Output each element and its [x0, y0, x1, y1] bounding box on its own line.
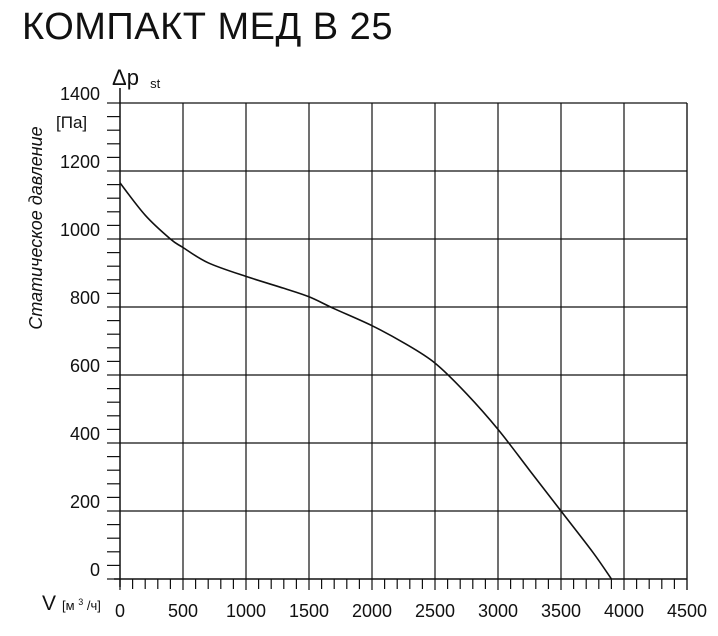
x-tick-label: 1000: [226, 601, 266, 621]
chart-title: КОМПАКТ МЕД В 25: [22, 6, 393, 48]
x-tick-label: 2000: [352, 601, 392, 621]
axes: [114, 88, 688, 590]
x-tick-label: 3000: [478, 601, 518, 621]
y-tick-label: 400: [70, 424, 100, 444]
x-axis-unit-sup: 3: [78, 597, 83, 607]
pressure-curve: [119, 182, 613, 580]
y-axis-symbol-main: Δp: [112, 65, 139, 90]
y-tick-label: 0: [90, 560, 100, 580]
y-axis-symbol-sub: st: [150, 76, 161, 91]
grid: [120, 102, 688, 579]
y-tick-label: 600: [70, 356, 100, 376]
x-tick-label: 1500: [289, 601, 329, 621]
x-axis-unit-post: /ч]: [87, 598, 101, 613]
y-tick-label: 800: [70, 288, 100, 308]
y-tick-label: 1200: [60, 152, 100, 172]
x-axis-unit: [м 3 /ч]: [62, 593, 101, 613]
tick-labels: 0 500 1000 1500 2000 2500 3000 3500 4000 4500 0 200…: [60, 84, 707, 621]
x-axis-symbol: V: [42, 592, 56, 615]
x-tick-label: 500: [168, 601, 198, 621]
x-tick-label: 3500: [541, 601, 581, 621]
y-axis-unit: [Па]: [56, 113, 87, 132]
y-tick-label: 1000: [60, 220, 100, 240]
y-tick-label: 200: [70, 492, 100, 512]
series-layer: [119, 182, 613, 580]
x-axis-unit-pre: [м: [62, 598, 75, 613]
y-tick-label: 1400: [60, 84, 100, 104]
x-tick-label: 2500: [415, 601, 455, 621]
y-axis-label: Статическое давление: [26, 126, 46, 329]
x-tick-label: 4500: [667, 601, 707, 621]
x-tick-label: 4000: [604, 601, 644, 621]
x-tick-label: 0: [115, 601, 125, 621]
y-axis-symbol: Δp st: [112, 65, 161, 91]
minor-ticks: [107, 102, 688, 590]
